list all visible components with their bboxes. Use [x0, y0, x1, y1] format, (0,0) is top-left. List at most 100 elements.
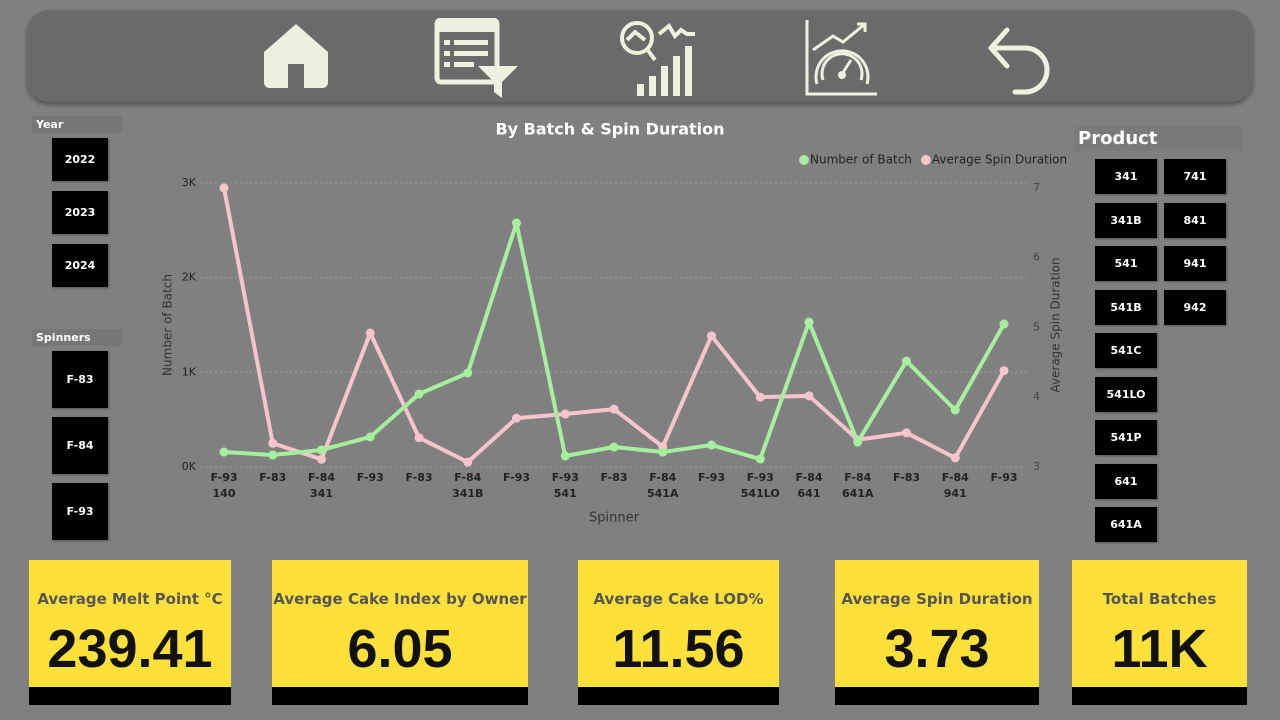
data-point [414, 433, 424, 443]
slicer-button[interactable]: 2022 [52, 138, 108, 181]
y2-tick-label: 6 [1033, 251, 1040, 264]
filter-icon[interactable] [434, 18, 518, 98]
data-point [512, 413, 521, 423]
slicer-button[interactable]: 741 [1164, 159, 1226, 194]
slicer-button[interactable]: 941 [1164, 246, 1226, 281]
slicer-button[interactable]: 541 [1095, 246, 1157, 281]
gauge-icon[interactable] [803, 18, 879, 98]
data-point [658, 447, 668, 457]
data-point [268, 450, 278, 460]
kpi-card: Average Cake Index by Owner 6.05 [272, 560, 528, 705]
slicer-title: Product [1074, 126, 1242, 151]
slicer-button[interactable]: 942 [1164, 289, 1226, 325]
slicer-button[interactable]: F-93 [52, 483, 108, 540]
y2-tick-label: 4 [1033, 390, 1040, 403]
x-tick-label: F-93 [990, 471, 1017, 484]
kpi-value: 11K [1111, 619, 1208, 679]
slicer-button[interactable]: 541B [1095, 289, 1157, 325]
slicer-button[interactable]: 641A [1095, 507, 1157, 542]
y-tick-label: 2K [182, 271, 197, 284]
slicer-button[interactable]: 541P [1095, 420, 1157, 455]
x-tick-label: F-84 [844, 471, 871, 484]
kpi-label: Total Batches [1102, 590, 1217, 608]
y-tick-label: 1K [182, 365, 197, 378]
x-group-label: 341 [310, 487, 333, 500]
data-point [560, 451, 570, 461]
x-group-label: 941 [944, 487, 967, 500]
data-point [853, 437, 863, 447]
data-point [707, 440, 716, 450]
data-point [609, 442, 619, 452]
slicer-button[interactable]: 541C [1095, 333, 1157, 368]
data-point [219, 183, 229, 193]
data-point [804, 391, 814, 401]
series-line [223, 221, 1006, 462]
data-point [999, 319, 1009, 329]
back-icon[interactable] [985, 18, 1057, 98]
home-icon[interactable] [260, 18, 332, 90]
data-point [463, 368, 473, 378]
x-tick-label: F-83 [405, 471, 432, 484]
legend-swatch [799, 155, 809, 165]
data-point [999, 366, 1009, 376]
data-point [365, 328, 375, 338]
x-tick-label: F-93 [503, 471, 530, 484]
kpi-value: 3.73 [884, 619, 990, 679]
data-point [512, 218, 521, 228]
x-tick-label: F-93 [698, 471, 725, 484]
data-point [902, 428, 911, 438]
x-tick-label: F-84 [649, 471, 676, 484]
y-tick-label: 0K [182, 460, 197, 473]
slicer-button[interactable]: 641 [1095, 463, 1157, 499]
card-strip [1072, 687, 1247, 705]
x-tick-label: F-83 [259, 471, 286, 484]
x-tick-label: F-84 [795, 471, 822, 484]
kpi-value: 6.05 [347, 619, 453, 679]
y-tick-label: 3K [182, 176, 197, 189]
slicer-button[interactable]: 2023 [52, 191, 108, 234]
x-tick-label: F-93 [357, 471, 384, 484]
legend-swatch [920, 155, 931, 165]
analysis-icon[interactable] [617, 18, 697, 98]
data-point [950, 405, 960, 415]
kpi-value: 239.41 [47, 619, 213, 679]
slicer-button[interactable]: F-83 [52, 351, 108, 408]
slicer-button[interactable]: 341 [1095, 159, 1157, 194]
kpi-value: 11.56 [612, 619, 745, 679]
slicer-button[interactable]: 841 [1164, 202, 1226, 238]
x-group-label: 541A [647, 487, 679, 500]
kpi-card: Total Batches 11K [1072, 560, 1247, 705]
x-tick-label: F-93 [552, 471, 579, 484]
card-strip [835, 687, 1039, 705]
card-strip [29, 687, 231, 705]
slicer-button[interactable]: 2024 [52, 244, 108, 287]
x-group-label: 541 [554, 487, 577, 500]
slicer-button[interactable]: 341B [1095, 202, 1157, 238]
data-point [804, 317, 814, 327]
data-point [902, 356, 911, 366]
legend-label: Average Spin Duration [932, 153, 1067, 167]
slicer-button[interactable]: F-84 [52, 417, 108, 474]
kpi-label: Average Melt Point °C [37, 590, 223, 608]
y2-tick-label: 3 [1033, 460, 1040, 473]
legend-label: Number of Batch [810, 153, 912, 167]
kpi-label: Average Cake LOD% [593, 590, 764, 608]
kpi-card: Average Melt Point °C 239.41 [29, 560, 231, 705]
x-tick-label: F-93 [210, 471, 237, 484]
data-point [463, 457, 473, 467]
card-strip [272, 687, 528, 705]
data-point [755, 454, 765, 464]
y2-tick-label: 7 [1033, 181, 1040, 194]
data-point [707, 331, 716, 341]
x-tick-label: F-93 [747, 471, 774, 484]
x-group-label: 641 [798, 487, 821, 500]
data-point [950, 453, 960, 463]
x-group-label: 641A [842, 487, 874, 500]
slicer-button[interactable]: 541LO [1095, 376, 1157, 412]
nav-bar [27, 10, 1253, 102]
data-point [219, 447, 229, 457]
y2-tick-label: 5 [1033, 320, 1040, 333]
kpi-card: Average Cake LOD% 11.56 [578, 560, 779, 705]
